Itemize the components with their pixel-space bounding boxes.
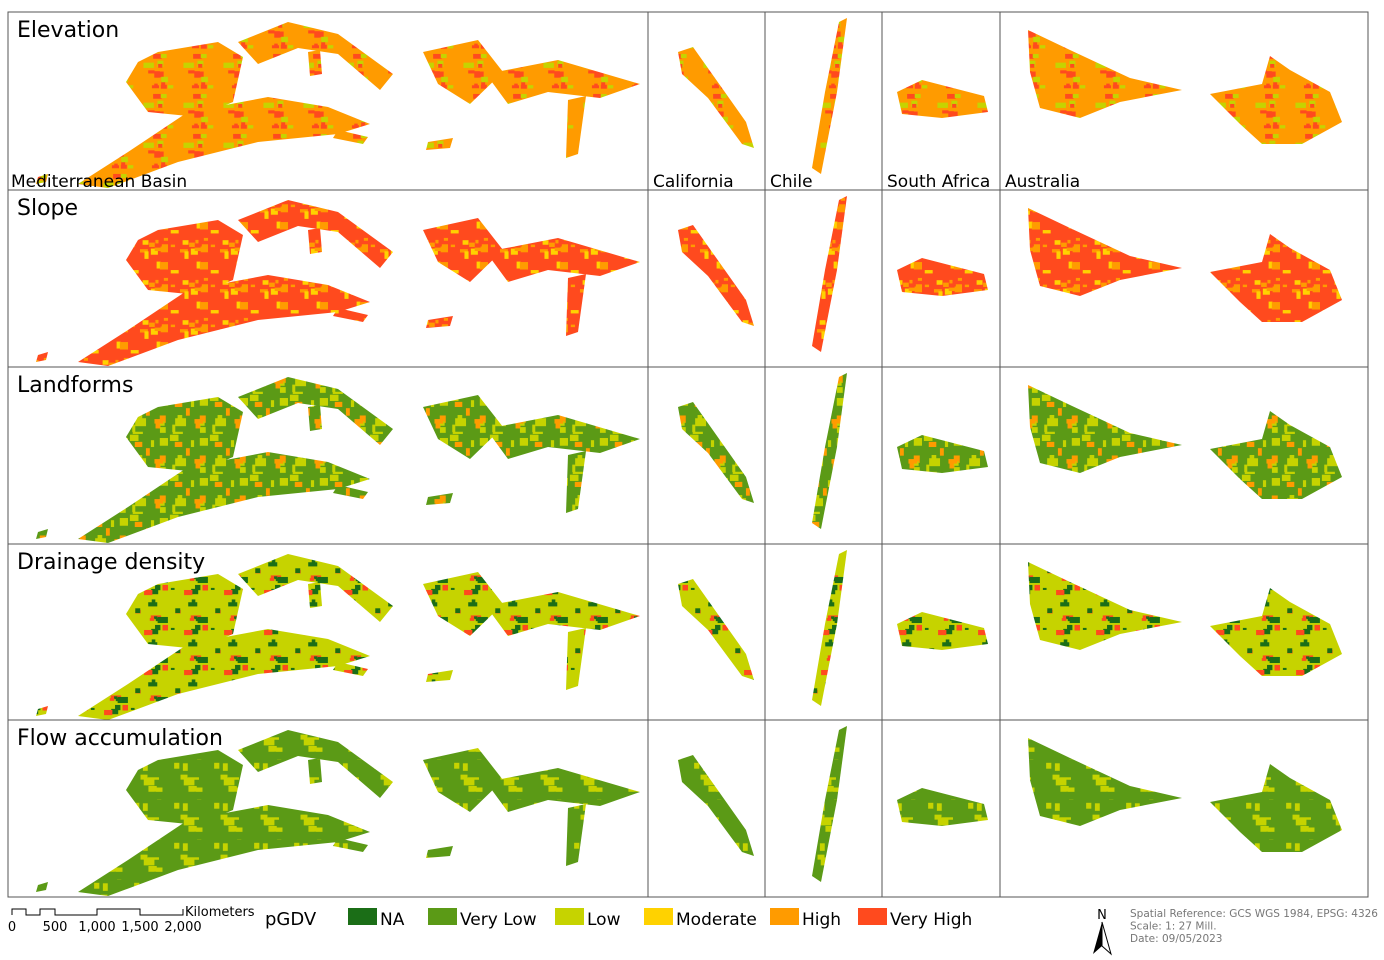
map-panel bbox=[765, 367, 882, 544]
map-panel bbox=[8, 190, 648, 367]
map-panel bbox=[882, 367, 1000, 544]
legend-label: Very Low bbox=[460, 910, 537, 930]
panel-frame bbox=[765, 720, 882, 897]
legend-swatch bbox=[770, 908, 799, 925]
map-panel: South Africa bbox=[882, 12, 1000, 192]
region-label: South Africa bbox=[887, 172, 990, 192]
map-panel bbox=[765, 544, 882, 720]
map-panel bbox=[648, 367, 765, 544]
map-panel bbox=[648, 544, 765, 720]
map-panel bbox=[648, 720, 765, 897]
map-panel bbox=[648, 190, 765, 367]
map-info: Spatial Reference: GCS WGS 1984, EPSG: 4… bbox=[1130, 908, 1378, 920]
map-figure: Mediterranean Basin California Chile South … bbox=[0, 0, 1384, 956]
map-info: Date: 09/05/2023 bbox=[1130, 933, 1223, 945]
panel-frame bbox=[765, 544, 882, 720]
panel-frame bbox=[648, 12, 765, 190]
map-panel bbox=[882, 720, 1000, 897]
scale-label: 2,000 bbox=[164, 920, 201, 935]
panel-frame bbox=[648, 190, 765, 367]
north-arrow-right bbox=[1102, 922, 1111, 954]
legend-label: Low bbox=[587, 910, 621, 930]
region-label: California bbox=[653, 172, 734, 192]
map-panel bbox=[765, 190, 882, 367]
row-label: Flow accumulation bbox=[17, 726, 223, 751]
north-arrow: N bbox=[1093, 908, 1111, 954]
map-panel bbox=[1000, 720, 1368, 897]
row-label: Slope bbox=[17, 196, 78, 221]
scale-label: 1,500 bbox=[121, 920, 158, 935]
map-panel: Chile bbox=[765, 12, 882, 192]
legend-label: Very High bbox=[890, 910, 972, 930]
region-shape bbox=[308, 405, 322, 431]
panel-frame bbox=[648, 367, 765, 544]
scale-unit: Kilometers bbox=[185, 905, 255, 920]
legend-label: Moderate bbox=[676, 910, 757, 930]
legend-swatch bbox=[858, 908, 887, 925]
region-shape bbox=[308, 582, 322, 608]
panel-frame bbox=[765, 190, 882, 367]
scale-label: 0 bbox=[8, 920, 16, 935]
map-panel bbox=[1000, 367, 1368, 544]
map-panel bbox=[882, 544, 1000, 720]
north-label: N bbox=[1097, 908, 1107, 923]
scale-label: 500 bbox=[43, 920, 68, 935]
region-label: Mediterranean Basin bbox=[11, 172, 187, 192]
panel-frame bbox=[648, 720, 765, 897]
region-shape bbox=[308, 758, 322, 784]
legend-swatch bbox=[428, 908, 457, 925]
legend: pGDV NA Very Low Low Moderate High Very High bbox=[265, 908, 972, 930]
legend-swatch bbox=[555, 908, 584, 925]
legend-label: High bbox=[802, 910, 841, 930]
map-panel bbox=[1000, 544, 1368, 720]
panel-frame bbox=[765, 367, 882, 544]
row-label: Drainage density bbox=[17, 550, 205, 575]
row-label: Landforms bbox=[17, 373, 133, 398]
region-label: Chile bbox=[770, 172, 813, 192]
scale-bar bbox=[12, 909, 183, 915]
region-shape bbox=[308, 50, 322, 76]
panels: Mediterranean Basin California Chile South … bbox=[8, 12, 1368, 897]
legend-label: NA bbox=[380, 910, 405, 930]
map-panel bbox=[765, 720, 882, 897]
row-label: Elevation bbox=[17, 18, 119, 43]
map-panel: Australia bbox=[1000, 12, 1368, 192]
legend-swatch bbox=[348, 908, 377, 925]
region-label: Australia bbox=[1005, 172, 1080, 192]
scale-label: 1,000 bbox=[78, 920, 115, 935]
map-panel: California bbox=[648, 12, 765, 192]
map-panel bbox=[882, 190, 1000, 367]
map-info: Scale: 1: 27 Mill. bbox=[1130, 921, 1217, 933]
legend-title: pGDV bbox=[265, 909, 317, 930]
north-arrow-left bbox=[1093, 922, 1102, 954]
legend-swatch bbox=[644, 908, 673, 925]
region-shape bbox=[308, 228, 322, 254]
map-panel bbox=[1000, 190, 1368, 367]
panel-frame bbox=[648, 544, 765, 720]
